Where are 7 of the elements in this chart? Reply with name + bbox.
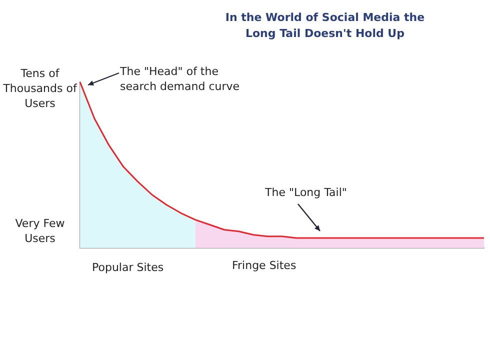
annotation: The "Long Tail" [265, 185, 348, 200]
chart-title: In the World of Social Media the Long Tail Doesn't Hold Up [224, 10, 426, 42]
text: Fringe Sites [232, 258, 298, 273]
annotation: The "Head" of the search demand curve [120, 64, 241, 94]
text: Very Few Users [14, 216, 66, 246]
text: Tens of Thousands of Users [2, 66, 78, 111]
text: Popular Sites [92, 260, 165, 275]
